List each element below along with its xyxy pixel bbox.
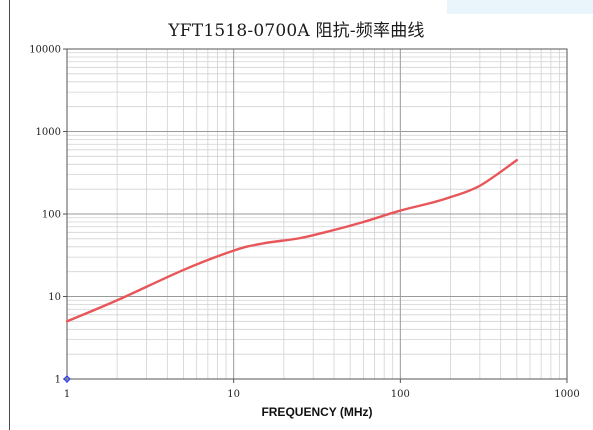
x-tick-label: 10 [227, 389, 240, 400]
y-tick-label: 100 [42, 210, 61, 221]
y-tick-label: 1 [55, 375, 61, 386]
x-axis-label: FREQUENCY (MHz) [261, 405, 372, 419]
y-tick-label: 1000 [36, 127, 61, 138]
y-tick-label: 10000 [29, 45, 61, 56]
top-highlight-strip [447, 0, 593, 14]
chart-title: YFT1518-0700A 阻抗-频率曲线 [168, 21, 425, 41]
impedance-curve [65, 158, 519, 323]
left-border-line [9, 0, 10, 430]
y-axis-ticks: 1 10 100 1000 10000 [29, 45, 67, 386]
x-tick-label: 100 [391, 389, 410, 400]
x-axis-ticks: 1 10 100 1000 [64, 379, 580, 400]
x-tick-label: 1 [64, 389, 70, 400]
x-tick-label: 1000 [554, 389, 579, 400]
y-tick-label: 10 [48, 292, 61, 303]
origin-marker [63, 375, 71, 383]
